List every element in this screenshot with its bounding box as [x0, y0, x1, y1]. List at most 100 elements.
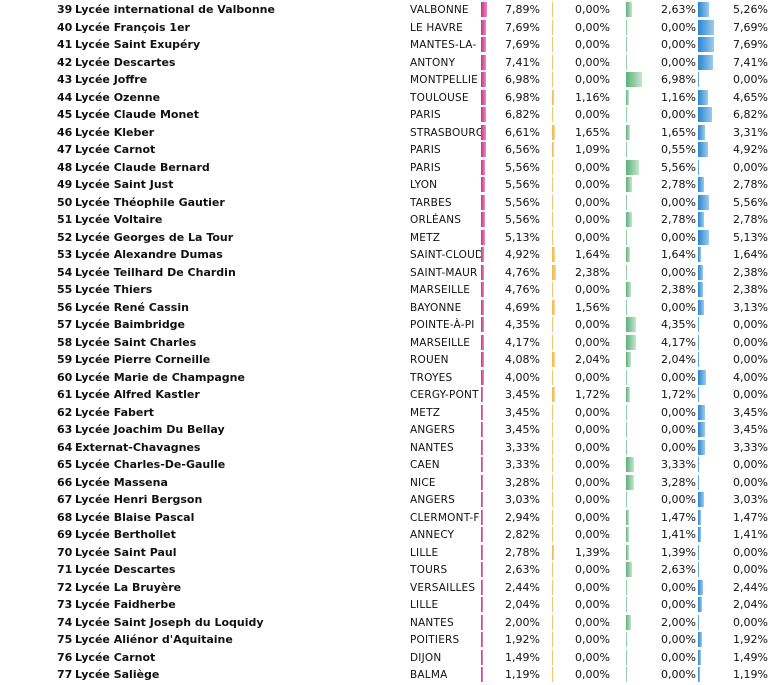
value-cell-3: 0,00% [661, 493, 696, 506]
city-cell: ROUEN [410, 354, 449, 366]
rate-b-bar [552, 159, 553, 175]
rank-cell: 65 [57, 458, 73, 471]
value-cell-2: 0,00% [575, 475, 610, 489]
total-rate-bar [481, 667, 483, 682]
rate-c-bar [626, 247, 630, 262]
total-rate-bar [481, 492, 484, 507]
rate-d-bar [698, 247, 702, 262]
rate-b-bar [552, 474, 553, 490]
value-cell-4: 0,00% [733, 615, 768, 629]
rate-d-bar [698, 19, 714, 35]
rate-c-bar [626, 614, 631, 630]
table-row: 65 Lycée Charles-De-Gaulle CAEN 3,33% 0,00% 3… [0, 456, 772, 474]
rank-cell: 40 [57, 20, 73, 34]
rate-b-bar [552, 177, 553, 192]
table-row: 59 Lycée Pierre Corneille ROUEN 4,08% 2,04% 2… [0, 351, 772, 369]
rate-c-bar [626, 474, 634, 490]
total-rate-bar [481, 649, 483, 665]
rate-d-bar [698, 527, 701, 542]
rate-b-bar [552, 527, 553, 542]
rate-c-bar [626, 299, 627, 315]
school-name-cell: Lycée Joffre [75, 73, 148, 86]
city-cell: LILLE [410, 546, 439, 559]
total-rate-bar [481, 177, 485, 192]
rate-b-bar [552, 2, 553, 17]
rate-d-bar [698, 229, 709, 245]
value-cell-2: 0,00% [575, 335, 610, 349]
rank-cell: 45 [57, 108, 73, 121]
total-rate-bar [481, 72, 486, 87]
value-cell-3: 2,63% [661, 3, 696, 16]
total-rate-bar [481, 352, 484, 367]
rank-cell: 51 [57, 213, 73, 226]
rate-c-bar [626, 404, 627, 420]
city-cell: METZ [410, 231, 441, 244]
value-cell-1: 7,69% [505, 20, 540, 34]
rate-c-bar [626, 544, 630, 560]
rank-cell: 71 [57, 563, 73, 576]
value-cell-1: 6,56% [505, 143, 540, 156]
value-cell-3: 0,00% [661, 230, 696, 244]
value-cell-3: 1,65% [661, 125, 696, 139]
value-cell-1: 7,41% [505, 55, 540, 69]
rate-b-bar [552, 142, 554, 157]
rate-c-bar [626, 282, 632, 297]
value-cell-4: 5,26% [733, 3, 768, 16]
rank-cell: 50 [57, 195, 73, 209]
rate-c-bar [626, 317, 636, 332]
table-row: 40 Lycée François 1er LE HAVRE 7,69% 0,00% 0,… [0, 19, 772, 37]
value-cell-3: 1,41% [661, 528, 696, 541]
rate-b-bar [552, 334, 553, 350]
value-cell-1: 6,98% [505, 73, 540, 86]
city-cell: LILLE [410, 599, 439, 611]
total-rate-bar [481, 37, 487, 52]
rate-c-bar [626, 19, 627, 35]
value-cell-4: 1,64% [733, 248, 768, 261]
rank-cell: 75 [57, 633, 73, 646]
school-name-cell: Lycée Joachim Du Bellay [75, 423, 225, 436]
value-cell-2: 0,00% [575, 580, 610, 594]
rate-c-bar [626, 597, 627, 612]
rank-cell: 76 [57, 650, 73, 664]
value-cell-1: 3,45% [505, 423, 540, 436]
rate-b-bar [552, 72, 553, 87]
value-cell-3: 0,00% [661, 440, 696, 454]
value-cell-1: 5,56% [505, 213, 540, 226]
total-rate-bar [481, 229, 485, 245]
rank-cell: 68 [57, 510, 73, 524]
school-name-cell: Lycée Saliège [75, 668, 160, 681]
value-cell-3: 0,00% [661, 633, 696, 646]
city-cell: LYON [410, 179, 438, 191]
rank-cell: 47 [57, 143, 73, 156]
table-row: 39 Lycée international de Valbonne VALBONN… [0, 1, 772, 19]
total-rate-bar [481, 579, 483, 595]
rate-c-bar [626, 439, 627, 455]
table-row: 75 Lycée Aliénor d'Aquitaine POITIERS 1,92%… [0, 631, 772, 649]
value-cell-2: 0,00% [575, 528, 610, 541]
table-row: 42 Lycée Descartes ANTONY 7,41% 0,00% 0,00% 7,… [0, 54, 772, 72]
value-cell-1: 4,00% [505, 370, 540, 384]
rate-d-bar [698, 597, 703, 612]
rate-d-bar [698, 124, 705, 140]
value-cell-3: 5,56% [661, 160, 696, 174]
table-row: 58 Lycée Saint Charles MARSEILLE 4,17% 0,00%… [0, 334, 772, 352]
rank-cell: 60 [57, 370, 73, 384]
school-name-cell: Lycée Faidherbe [75, 598, 176, 611]
value-cell-1: 3,45% [505, 388, 540, 401]
rate-d-bar [698, 632, 702, 647]
rate-b-bar [552, 282, 553, 297]
value-cell-2: 0,00% [575, 20, 610, 34]
rate-b-bar [552, 614, 553, 630]
school-name-cell: Lycée Claude Monet [75, 108, 200, 121]
rate-b-bar [552, 317, 553, 332]
total-rate-bar [481, 527, 483, 542]
school-name-cell: Lycée Kleber [75, 125, 155, 139]
total-rate-bar [481, 562, 483, 577]
rate-d-bar [698, 142, 709, 157]
school-name-cell: Lycée Baimbridge [75, 318, 186, 331]
rate-d-bar [698, 439, 705, 455]
total-rate-bar [481, 544, 483, 560]
rate-d-bar [698, 334, 699, 350]
total-rate-bar [481, 422, 484, 437]
value-cell-4: 1,19% [733, 668, 768, 681]
